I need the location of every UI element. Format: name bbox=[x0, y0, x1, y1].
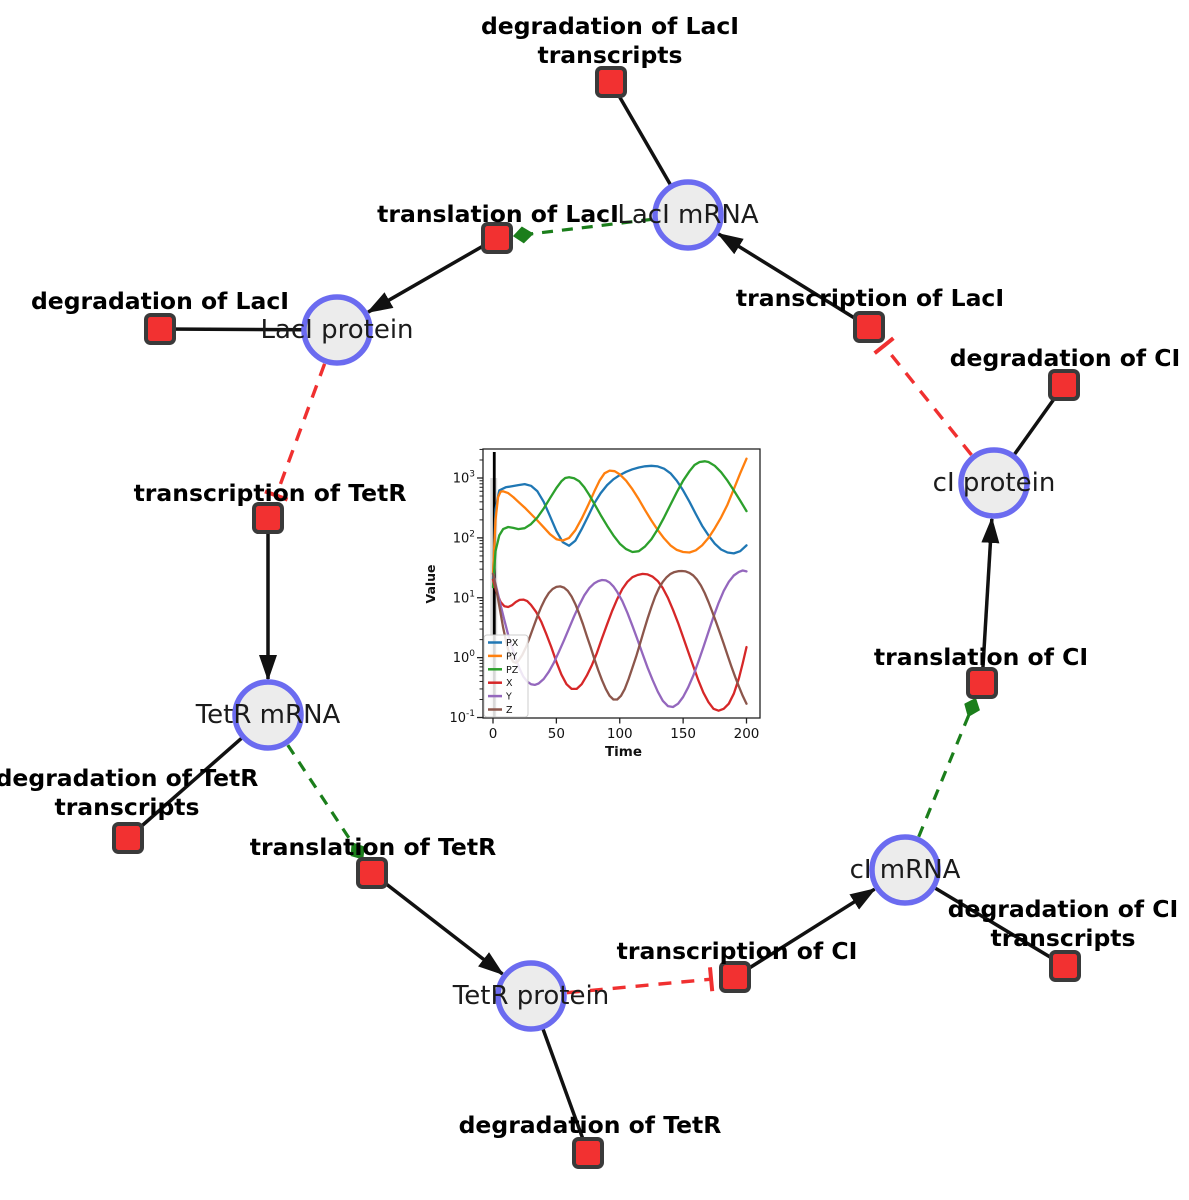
reaction-node-degradation_of_laci_transcripts bbox=[595, 66, 627, 98]
chart-plot-area bbox=[483, 449, 760, 718]
chart-legend-label-PZ: PZ bbox=[506, 665, 519, 676]
reaction-node-translation_of_laci bbox=[481, 222, 513, 254]
reaction-node-degradation_of_tetr bbox=[572, 1137, 604, 1169]
species-node-tetr_mrna bbox=[232, 679, 304, 751]
edge-production-transcription_of_laci-laci_mrna bbox=[716, 232, 870, 329]
chart-legend-label-Z: Z bbox=[506, 705, 513, 716]
edge-production-translation_of_laci-laci_protein bbox=[366, 236, 498, 314]
species-node-tetr_protein bbox=[495, 960, 567, 1032]
edge-inhibition-ci_protein-transcription_of_laci-tbar bbox=[873, 336, 895, 355]
edge-production-transcription_of_ci-ci_mrna bbox=[734, 887, 877, 979]
edges-group bbox=[126, 81, 1066, 1154]
edge-catalysis-tetr_mrna-translation_of_tetr bbox=[286, 744, 365, 860]
chart-series-PZ bbox=[491, 460, 748, 589]
chart-xtick-label-50: 50 bbox=[548, 726, 565, 742]
species-nodes-group bbox=[232, 179, 1030, 1032]
chart-y-axis-label: Value bbox=[423, 564, 438, 603]
reaction-nodes-group bbox=[112, 66, 1081, 1169]
chart-x-axis-label: Time bbox=[605, 744, 642, 760]
chart-series-X bbox=[491, 572, 748, 712]
species-node-laci_mrna bbox=[652, 179, 724, 251]
inset-chart-plot: 0 50 100 150 200Time10310210110010-1ValuePXP… bbox=[423, 448, 761, 760]
reaction-node-transcription_of_laci bbox=[853, 311, 885, 343]
species-node-ci_mrna bbox=[869, 834, 941, 906]
chart-series-PY bbox=[491, 457, 748, 576]
reaction-node-translation_of_ci bbox=[966, 667, 998, 699]
edge-inhibition-tetr_protein-transcription_of_ci-tbar bbox=[707, 967, 715, 992]
edge-production-translation_of_tetr-tetr_protein bbox=[370, 871, 505, 976]
species-node-laci_protein bbox=[301, 294, 373, 366]
chart-ytick-label-1e1: 101 bbox=[453, 589, 475, 606]
reaction-node-degradation_of_laci bbox=[144, 313, 176, 345]
reaction-node-degradation_of_ci_transcripts bbox=[1049, 950, 1081, 982]
edge-inhibition-ci_protein-transcription_of_laci bbox=[882, 344, 973, 456]
edge-consumption-tetr_mrna-degradation_of_tetr_transcripts bbox=[126, 736, 244, 840]
edge-production-translation_of_ci-ci_protein bbox=[980, 516, 1000, 684]
chart-xtick-label-100: 100 bbox=[607, 726, 633, 742]
chart-legend-label-PX: PX bbox=[506, 638, 519, 649]
chart-series-PX bbox=[491, 464, 748, 581]
edge-consumption-laci_protein-degradation_of_laci bbox=[159, 327, 304, 332]
edge-consumption-laci_mrna-degradation_of_laci_transcripts bbox=[609, 81, 673, 187]
reaction-node-transcription_of_tetr bbox=[252, 502, 284, 534]
chart-xtick-label-200: 200 bbox=[734, 726, 760, 742]
chart-xtick-label-0: 0 bbox=[489, 726, 498, 742]
edge-inhibition-tetr_protein-transcription_of_ci bbox=[566, 977, 712, 995]
chart-legend: PX PY PZ XYZ bbox=[483, 634, 529, 718]
reaction-node-transcription_of_ci bbox=[719, 961, 751, 993]
reaction-node-translation_of_tetr bbox=[356, 857, 388, 889]
inset-chart: 0 50 100 150 200 Time 103 102 101 100 10-1 Value PX P… bbox=[420, 436, 772, 766]
chart-ytick-label-1e0: 100 bbox=[453, 649, 476, 666]
edge-catalysis-laci_mrna-translation_of_laci bbox=[512, 217, 653, 244]
chart-xtick-label-150: 150 bbox=[670, 726, 696, 742]
chart-legend-label-Y: Y bbox=[505, 692, 512, 703]
chart-x-axis: 0 50 100 150 200 Time bbox=[489, 718, 760, 760]
chart-y-axis: 103 102 101 100 10-1 Value bbox=[423, 448, 483, 726]
edge-inhibition-laci_protein-transcription_of_tetr-tbar bbox=[264, 489, 289, 502]
reaction-node-degradation_of_tetr_transcripts bbox=[112, 822, 144, 854]
chart-ytick-label-1e-1: 10-1 bbox=[449, 709, 475, 726]
edge-consumption-tetr_protein-degradation_of_tetr bbox=[540, 1027, 590, 1154]
chart-legend-label-PY: PY bbox=[506, 651, 518, 662]
edge-consumption-ci_mrna-degradation_of_ci_transcripts bbox=[933, 885, 1066, 968]
chart-spines bbox=[482, 448, 761, 719]
reaction-node-degradation_of_ci bbox=[1048, 369, 1080, 401]
chart-legend-label-X: X bbox=[506, 678, 513, 689]
chart-ytick-label-1e2: 102 bbox=[453, 529, 475, 546]
chart-ytick-label-1e3: 103 bbox=[453, 470, 475, 487]
edge-catalysis-ci_mrna-translation_of_ci bbox=[917, 697, 980, 838]
species-node-ci_protein bbox=[958, 447, 1030, 519]
edge-inhibition-laci_protein-transcription_of_tetr bbox=[274, 363, 327, 497]
